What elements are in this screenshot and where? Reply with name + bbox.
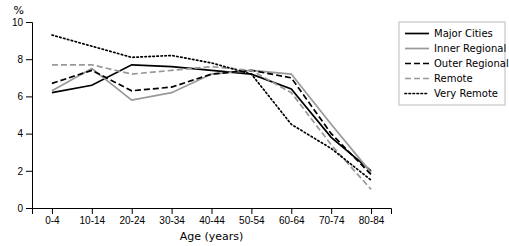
tick-label: 40-44: [199, 215, 225, 226]
legend-item: Inner Regional: [405, 43, 506, 54]
tick-label: 80-84: [359, 215, 385, 226]
legend-item: Remote: [405, 73, 473, 84]
plot: 0-410-1420-2430-3440-4450-5460-6470-7480…: [12, 17, 392, 226]
tick-mark: [331, 208, 332, 214]
y-tick: 8: [17, 54, 32, 65]
tick-label: 70-74: [319, 215, 345, 226]
tick-label: 6: [17, 91, 23, 102]
tick-mark: [92, 208, 93, 214]
tick-mark: [251, 208, 252, 214]
x-tick: 50-54: [239, 208, 265, 226]
tick-mark: [26, 96, 32, 97]
axis-domain: [26, 23, 33, 209]
legend-label: Major Cities: [434, 28, 493, 39]
legend-label: Very Remote: [434, 88, 498, 99]
tick-mark: [26, 171, 32, 172]
legend-swatch: [405, 48, 429, 50]
tick-label: 50-54: [239, 215, 265, 226]
legend-label: Remote: [434, 73, 473, 84]
tick-mark: [291, 208, 292, 214]
y-axis: 0 2 4 6 8 10: [12, 17, 33, 214]
y-tick: 2: [17, 166, 32, 177]
tick-mark: [371, 208, 372, 214]
tick-label: 30-34: [159, 215, 185, 226]
y-tick: 6: [17, 91, 32, 102]
legend-label: Inner Regional: [434, 43, 506, 54]
x-tick: 80-84: [359, 208, 385, 226]
x-tick: 10-14: [80, 208, 106, 226]
y-axis-title: %: [14, 4, 24, 17]
tick-mark: [132, 208, 133, 214]
tick-label: 0: [17, 203, 23, 214]
tick-label: 20-24: [119, 215, 145, 226]
axis-domain: [33, 209, 392, 215]
x-axis: 0-4 10-14 20-24 30-34 40-44 50-54 60-64 70-74 80…: [33, 208, 392, 226]
x-tick: 60-64: [279, 208, 305, 226]
legend-label: Outer Regional: [434, 58, 509, 69]
x-tick: 30-34: [159, 208, 185, 226]
legend-swatch: [405, 78, 429, 80]
x-tick: 20-24: [119, 208, 145, 226]
legend-swatch: [405, 33, 429, 35]
tick-label: 60-64: [279, 215, 305, 226]
y-tick: 10: [12, 17, 32, 28]
y-tick: 0: [17, 203, 32, 214]
series-line: [52, 69, 371, 173]
tick-label: 4: [17, 128, 23, 139]
series-line: [52, 65, 371, 171]
tick-mark: [52, 208, 53, 214]
tick-label: 10: [12, 17, 24, 28]
chart: 0-410-1420-2430-3440-4450-5460-6470-7480…: [0, 0, 509, 246]
series-line: [52, 70, 371, 174]
tick-mark: [26, 22, 32, 23]
x-tick: 70-74: [319, 208, 345, 226]
tick-mark: [26, 208, 32, 209]
tick-mark: [212, 208, 213, 214]
legend: Major Cities Inner Regional Outer Regional…: [399, 22, 509, 105]
legend-item: Very Remote: [405, 88, 498, 99]
legend-swatch: [405, 63, 429, 65]
series-line: [52, 35, 371, 180]
tick-label: 0-4: [45, 215, 60, 226]
tick-label: 2: [17, 166, 23, 177]
tick-mark: [26, 134, 32, 135]
tick-mark: [172, 208, 173, 214]
x-tick: 0-4: [45, 208, 60, 226]
tick-mark: [26, 59, 32, 60]
tick-label: 10-14: [80, 215, 106, 226]
x-tick: 40-44: [199, 208, 225, 226]
legend-item: Major Cities: [405, 28, 493, 39]
series-line: [52, 65, 371, 190]
x-axis-title: Age (years): [180, 230, 244, 243]
tick-label: 8: [17, 54, 23, 65]
legend-item: Outer Regional: [405, 58, 509, 69]
y-tick: 4: [17, 128, 32, 139]
legend-swatch: [405, 93, 429, 95]
lines: [52, 35, 371, 189]
